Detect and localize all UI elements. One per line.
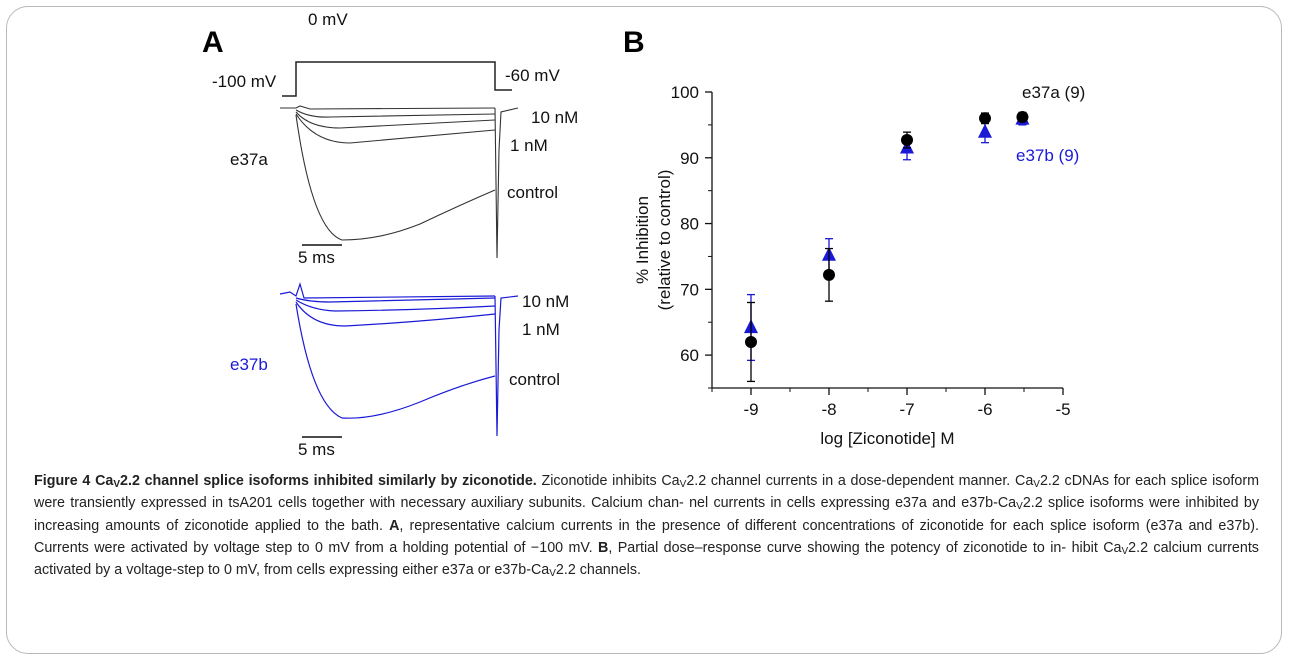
data-point-e37a	[901, 134, 913, 147]
x-tick-label: -9	[743, 400, 758, 419]
scalebar-label-top: 5 ms	[298, 248, 335, 267]
trace-label-10nm-bottom: 10 nM	[522, 292, 570, 311]
trace-e37a-control	[295, 114, 496, 241]
trace-e37a-10nm	[295, 109, 496, 118]
trace-e37a-1nm	[295, 113, 496, 144]
legend-e37a: e37a (9)	[1022, 83, 1086, 102]
trace-e37b-1nm	[295, 301, 496, 327]
trace-e37a-5nm	[295, 111, 496, 129]
end-voltage-label: -60 mV	[505, 66, 560, 85]
step-voltage-label: 0 mV	[308, 10, 348, 29]
trace-label-control-bottom: control	[509, 370, 561, 389]
trace-e37b-tail	[494, 295, 519, 437]
x-tick-label: -5	[1055, 400, 1070, 419]
x-axis-title: log [Ziconotide] M	[820, 429, 954, 448]
trace-group-e37b	[279, 281, 519, 437]
panel-a-letter: A	[202, 26, 224, 59]
figure-frame	[6, 6, 1282, 654]
holding-voltage-label: -100 mV	[212, 72, 277, 91]
legend-e37b: e37b (9)	[1016, 146, 1080, 165]
figure-caption: Figure 4 CaV2.2 channel splice isoforms …	[34, 473, 1259, 580]
trace-label-control-top: control	[507, 183, 559, 202]
y-tick-label: 60	[680, 346, 699, 365]
data-point-e37a	[745, 335, 757, 348]
isoform-label-e37a: e37a	[230, 150, 268, 169]
trace-e37b-control	[295, 303, 496, 419]
trace-e37a-baseline	[280, 105, 496, 110]
panel-b-letter: B	[623, 26, 645, 59]
caption-title: Figure 4 CaV2.2 channel splice isoforms …	[34, 473, 537, 490]
data-point-e37b	[978, 123, 992, 138]
x-tick-label: -7	[899, 400, 914, 419]
trace-e37a-tail	[494, 107, 519, 259]
trace-group-e37a	[280, 105, 519, 259]
data-point-e37a	[1016, 110, 1029, 123]
y-tick-label: 80	[680, 215, 699, 234]
trace-label-1nm-top: 1 nM	[510, 136, 548, 155]
trace-label-10nm-top: 10 nM	[531, 108, 579, 127]
y-tick-label: 90	[680, 149, 699, 168]
x-tick-label: -8	[821, 400, 836, 419]
x-tick-label: -6	[977, 400, 992, 419]
y-tick-label: 70	[680, 280, 699, 299]
y-axis-title-line2: (relative to control)	[655, 170, 674, 311]
y-tick-label: 100	[671, 83, 699, 102]
trace-e37b-baseline	[279, 281, 496, 299]
isoform-label-e37b: e37b	[230, 355, 268, 374]
voltage-protocol-line	[282, 61, 512, 97]
trace-e37b-10nm	[295, 297, 496, 303]
trace-e37b-5nm	[295, 299, 496, 312]
data-point-e37a	[823, 268, 835, 281]
trace-label-1nm-bottom: 1 nM	[522, 320, 560, 339]
data-point-e37a	[979, 112, 991, 125]
scalebar-label-bottom: 5 ms	[298, 440, 335, 459]
y-axis-title-line1: % Inhibition	[633, 196, 652, 284]
